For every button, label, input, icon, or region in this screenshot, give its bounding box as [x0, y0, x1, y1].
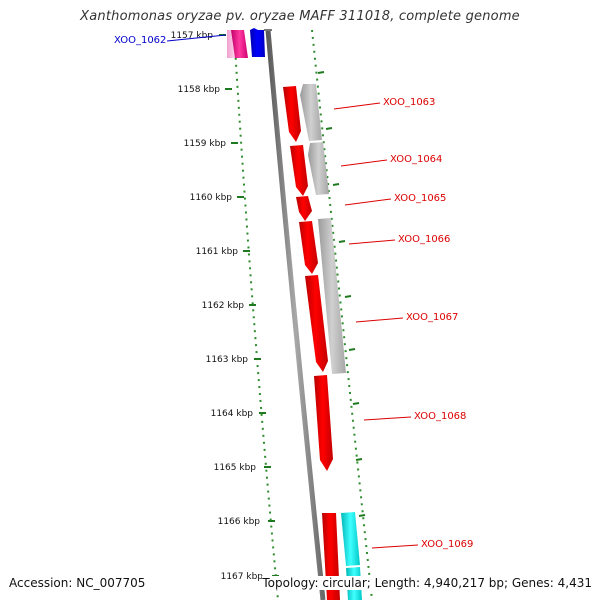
right-tick-marks [317, 71, 366, 517]
gene-label-xoo-1066[interactable]: XOO_1066 [398, 234, 450, 245]
gene-feature-xoo-1062[interactable] [250, 28, 265, 57]
tick-label: 1167 kbp [221, 572, 264, 582]
tick-label: 1157 kbp [171, 31, 214, 41]
minor-tick [332, 183, 340, 186]
tick-label: 1165 kbp [214, 463, 257, 473]
gene-feature-cyan[interactable] [341, 512, 360, 566]
callout-lines [166, 34, 419, 549]
topology-summary: Topology: circular; Length: 4,940,217 bp… [262, 576, 592, 590]
callout-line [355, 317, 404, 323]
callout-line [363, 416, 412, 421]
backbone-line [265, 29, 326, 601]
gene-feature-magenta[interactable] [231, 30, 248, 58]
tick-label: 1164 kbp [211, 409, 254, 419]
callout-line [333, 102, 381, 110]
gene-feature-xoo-1067[interactable] [305, 275, 328, 372]
tick-label: 1163 kbp [206, 355, 249, 365]
right-dotted-guide [311, 29, 373, 601]
left-dotted-guide [233, 29, 279, 601]
gene-feature-xoo-1063[interactable] [283, 86, 301, 142]
gene-label-xoo-1069[interactable]: XOO_1069 [421, 539, 473, 550]
callout-line [344, 198, 392, 206]
gene-feature-xoo-1064[interactable] [290, 145, 308, 196]
gene-feature-xoo-1068[interactable] [314, 375, 333, 471]
gene-label-xoo-1065[interactable]: XOO_1065 [394, 193, 446, 204]
gene-label-xoo-1068[interactable]: XOO_1068 [414, 411, 466, 422]
gene-feature-group-top [227, 28, 265, 58]
gene-label-xoo-1062[interactable]: XOO_1062 [114, 35, 166, 46]
minor-tick [352, 402, 360, 405]
gene-feature-xoo-1065[interactable] [296, 196, 312, 221]
gene-label-xoo-1067[interactable]: XOO_1067 [406, 312, 458, 323]
minor-tick [338, 240, 346, 243]
accession-text: Accession: NC_007705 [9, 576, 146, 590]
minor-tick [358, 514, 366, 517]
callout-line [340, 159, 388, 167]
genome-title: Xanthomonas oryzae pv. oryzae MAFF 31101… [80, 9, 520, 24]
gene-feature-xoo-1066[interactable] [299, 221, 318, 274]
gene-label-xoo-1064[interactable]: XOO_1064 [390, 154, 442, 165]
gene-feature-gray[interactable] [300, 84, 322, 141]
tick-label: 1161 kbp [196, 247, 239, 257]
gene-feature-pink[interactable] [227, 30, 237, 58]
tick-label: 1160 kbp [190, 193, 233, 203]
minor-tick [325, 127, 333, 130]
gene-feature-gray[interactable] [318, 218, 346, 374]
callout-line [371, 544, 419, 549]
tick-label: 1159 kbp [184, 139, 227, 149]
tick-label: 1166 kbp [218, 517, 261, 527]
minor-tick [344, 295, 352, 298]
gene-label-xoo-1063[interactable]: XOO_1063 [383, 97, 435, 108]
callout-line [348, 239, 396, 245]
minor-tick [355, 458, 363, 461]
callout-line [166, 34, 227, 42]
minor-tick [348, 348, 356, 351]
reverse-genes [300, 84, 346, 374]
tick-label: 1162 kbp [202, 301, 245, 311]
minor-tick [317, 71, 325, 74]
gene-feature-gray[interactable] [308, 142, 329, 195]
tick-label: 1158 kbp [178, 85, 221, 95]
